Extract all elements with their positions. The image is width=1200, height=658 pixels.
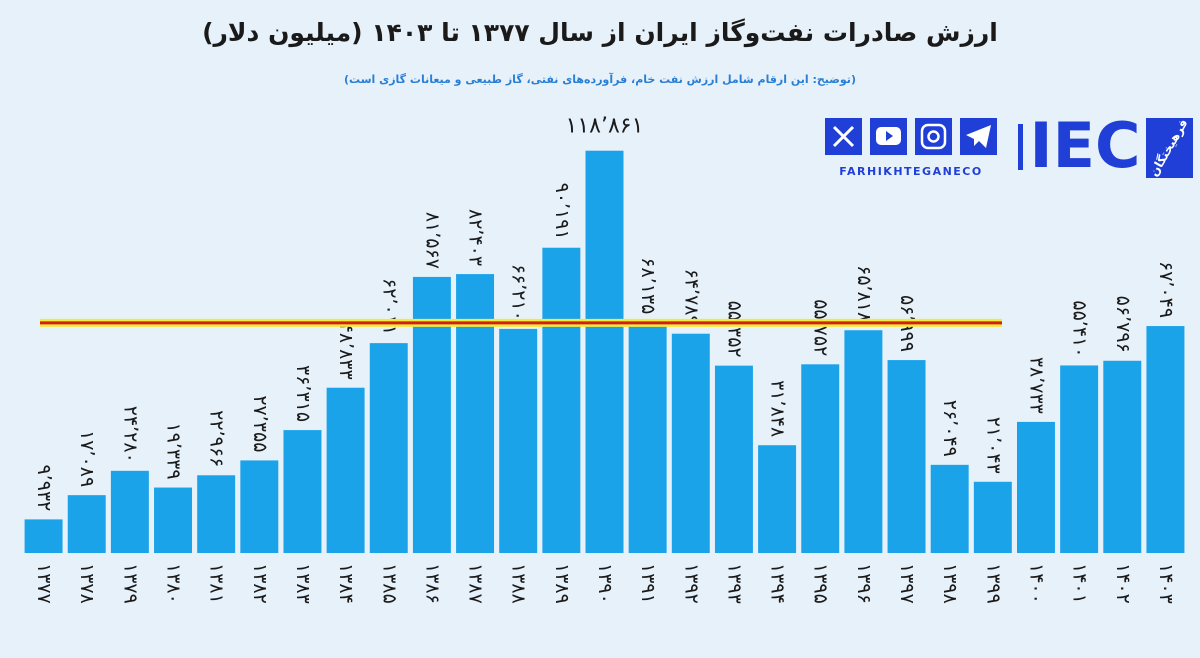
value-label: ۸۲٬۴۰۳ (465, 209, 487, 266)
value-label: ۸۱٬۵۶۷ (421, 212, 443, 269)
icon-x-glyph (832, 125, 855, 148)
x-tick-label: ۱۳۷۷ (33, 563, 55, 604)
value-label: ۶۵٬۸۱۸ (853, 265, 875, 322)
logo-brand: IEC (1030, 109, 1141, 182)
x-tick-label: ۱۴۰۰ (1025, 563, 1047, 604)
value-label: ۲۶٬۰۴۹ (939, 400, 961, 457)
icon-telegram-glyph (966, 125, 991, 148)
value-label: ۵۶٬۷۹۶ (1112, 296, 1134, 353)
x-tick-label: ۱۳۹۸ (939, 563, 961, 604)
x-tick-label: ۱۳۹۲ (680, 563, 702, 604)
chart-title: ارزش صادرات نفت‌وگاز ایران از سال ۱۳۷۷ ت… (202, 18, 998, 48)
bar (801, 364, 840, 553)
value-label: ۳۸٬۷۳۳ (1025, 357, 1047, 414)
value-label: ۶۸٬۱۳۵ (637, 257, 659, 314)
icon-instagram-glyph (920, 123, 947, 150)
x-tick-label: ۱۳۹۶ (853, 563, 875, 604)
bar (930, 464, 969, 553)
value-label: ۱۹٬۳۳۹ (163, 422, 185, 479)
x-tick-label: ۱۳۹۵ (810, 563, 832, 604)
x-tick-label: ۱۳۸۳ (292, 563, 314, 604)
bar (671, 333, 710, 553)
bar (326, 387, 365, 553)
x-tick-label: ۱۳۸۸ (508, 563, 530, 604)
bar (628, 322, 667, 553)
x-tick-label: ۱۳۹۷ (896, 563, 918, 604)
x-tick-label: ۱۳۸۲ (249, 563, 271, 604)
value-label: ۹٬۹۳۲ (33, 465, 55, 512)
x-tick-label: ۱۳۷۹ (119, 563, 141, 604)
x-tick-label: ۱۳۹۴ (767, 563, 789, 604)
bar (412, 276, 451, 553)
value-label: ۲۴٬۲۸۰ (119, 406, 141, 463)
icon-instagram (915, 118, 952, 155)
value-label: ۳۶٬۳۱۵ (292, 365, 314, 422)
bar (499, 328, 538, 553)
x-tick-label: ۱۳۷۸ (76, 563, 98, 604)
bar (24, 519, 63, 553)
x-tick-label: ۱۳۸۱ (206, 563, 228, 604)
bar (1016, 421, 1055, 553)
bar (456, 274, 495, 553)
bar (887, 360, 926, 553)
bar (67, 495, 106, 553)
value-label: ۵۵٬۳۵۲ (723, 301, 745, 358)
icon-youtube-play (886, 131, 893, 141)
x-tick-label: ۱۳۸۴ (335, 563, 357, 604)
value-label: ۱۷٬۰۸۹ (76, 430, 98, 487)
bar (714, 365, 753, 553)
x-tick-label: ۱۳۸۵ (378, 563, 400, 604)
value-label: ۱۱۸٬۸۶۱ (566, 114, 644, 139)
value-label: ۴۸٬۸۳۳ (335, 323, 357, 380)
value-label: ۳۱٬۸۴۸ (767, 380, 789, 437)
x-tick-label: ۱۳۹۹ (982, 563, 1004, 604)
bar (197, 475, 236, 553)
site-name: FARHIKHTEGANECO (839, 165, 982, 178)
value-label: ۶۶٬۲۱۰ (508, 264, 530, 321)
bar (110, 470, 149, 553)
bar (542, 247, 581, 553)
x-tick-label: ۱۳۸۶ (421, 563, 443, 604)
x-tick-label: ۱۴۰۳ (1155, 563, 1177, 604)
bar (844, 330, 883, 553)
value-label: ۶۴٬۷۸۹ (680, 269, 702, 326)
chart-subtitle: (توضیح: این ارقام شامل ارزش نفت خام، فرآ… (344, 72, 856, 86)
x-tick-label: ۱۳۸۷ (465, 563, 487, 604)
x-tick-label: ۱۴۰۲ (1112, 563, 1134, 604)
x-tick-label: ۱۳۸۰ (163, 563, 185, 604)
bar (758, 445, 797, 553)
bar (1103, 360, 1142, 553)
bar (240, 460, 279, 553)
value-label: ۹۰٬۱۹۱ (551, 183, 573, 240)
x-tick-label: ۱۳۸۹ (551, 563, 573, 604)
bar (154, 487, 193, 553)
logo-divider (1018, 124, 1023, 170)
x-tick-label: ۱۴۰۱ (1069, 563, 1091, 604)
bar (585, 150, 624, 553)
x-tick-label: ۱۳۹۰ (594, 563, 616, 604)
value-label: ۶۷٬۰۴۹ (1155, 261, 1177, 318)
x-tick-label: ۱۳۹۱ (637, 563, 659, 604)
logo-box (1146, 118, 1193, 178)
value-label: ۲۲٬۹۶۶ (206, 410, 228, 467)
value-label: ۵۵٬۷۵۲ (810, 299, 832, 356)
icon-instagram-lens (927, 130, 940, 143)
bar (973, 481, 1012, 553)
x-tick-label: ۱۳۹۳ (723, 563, 745, 604)
value-label: ۲۱٬۰۴۳ (982, 417, 1004, 474)
bar (1060, 365, 1099, 553)
social-icons (825, 118, 997, 155)
value-label: ۲۷٬۳۵۵ (249, 395, 271, 452)
bar (283, 430, 322, 553)
bar (369, 343, 408, 553)
value-label: ۵۵٬۴۱۰ (1069, 300, 1091, 357)
bar (1146, 326, 1185, 553)
